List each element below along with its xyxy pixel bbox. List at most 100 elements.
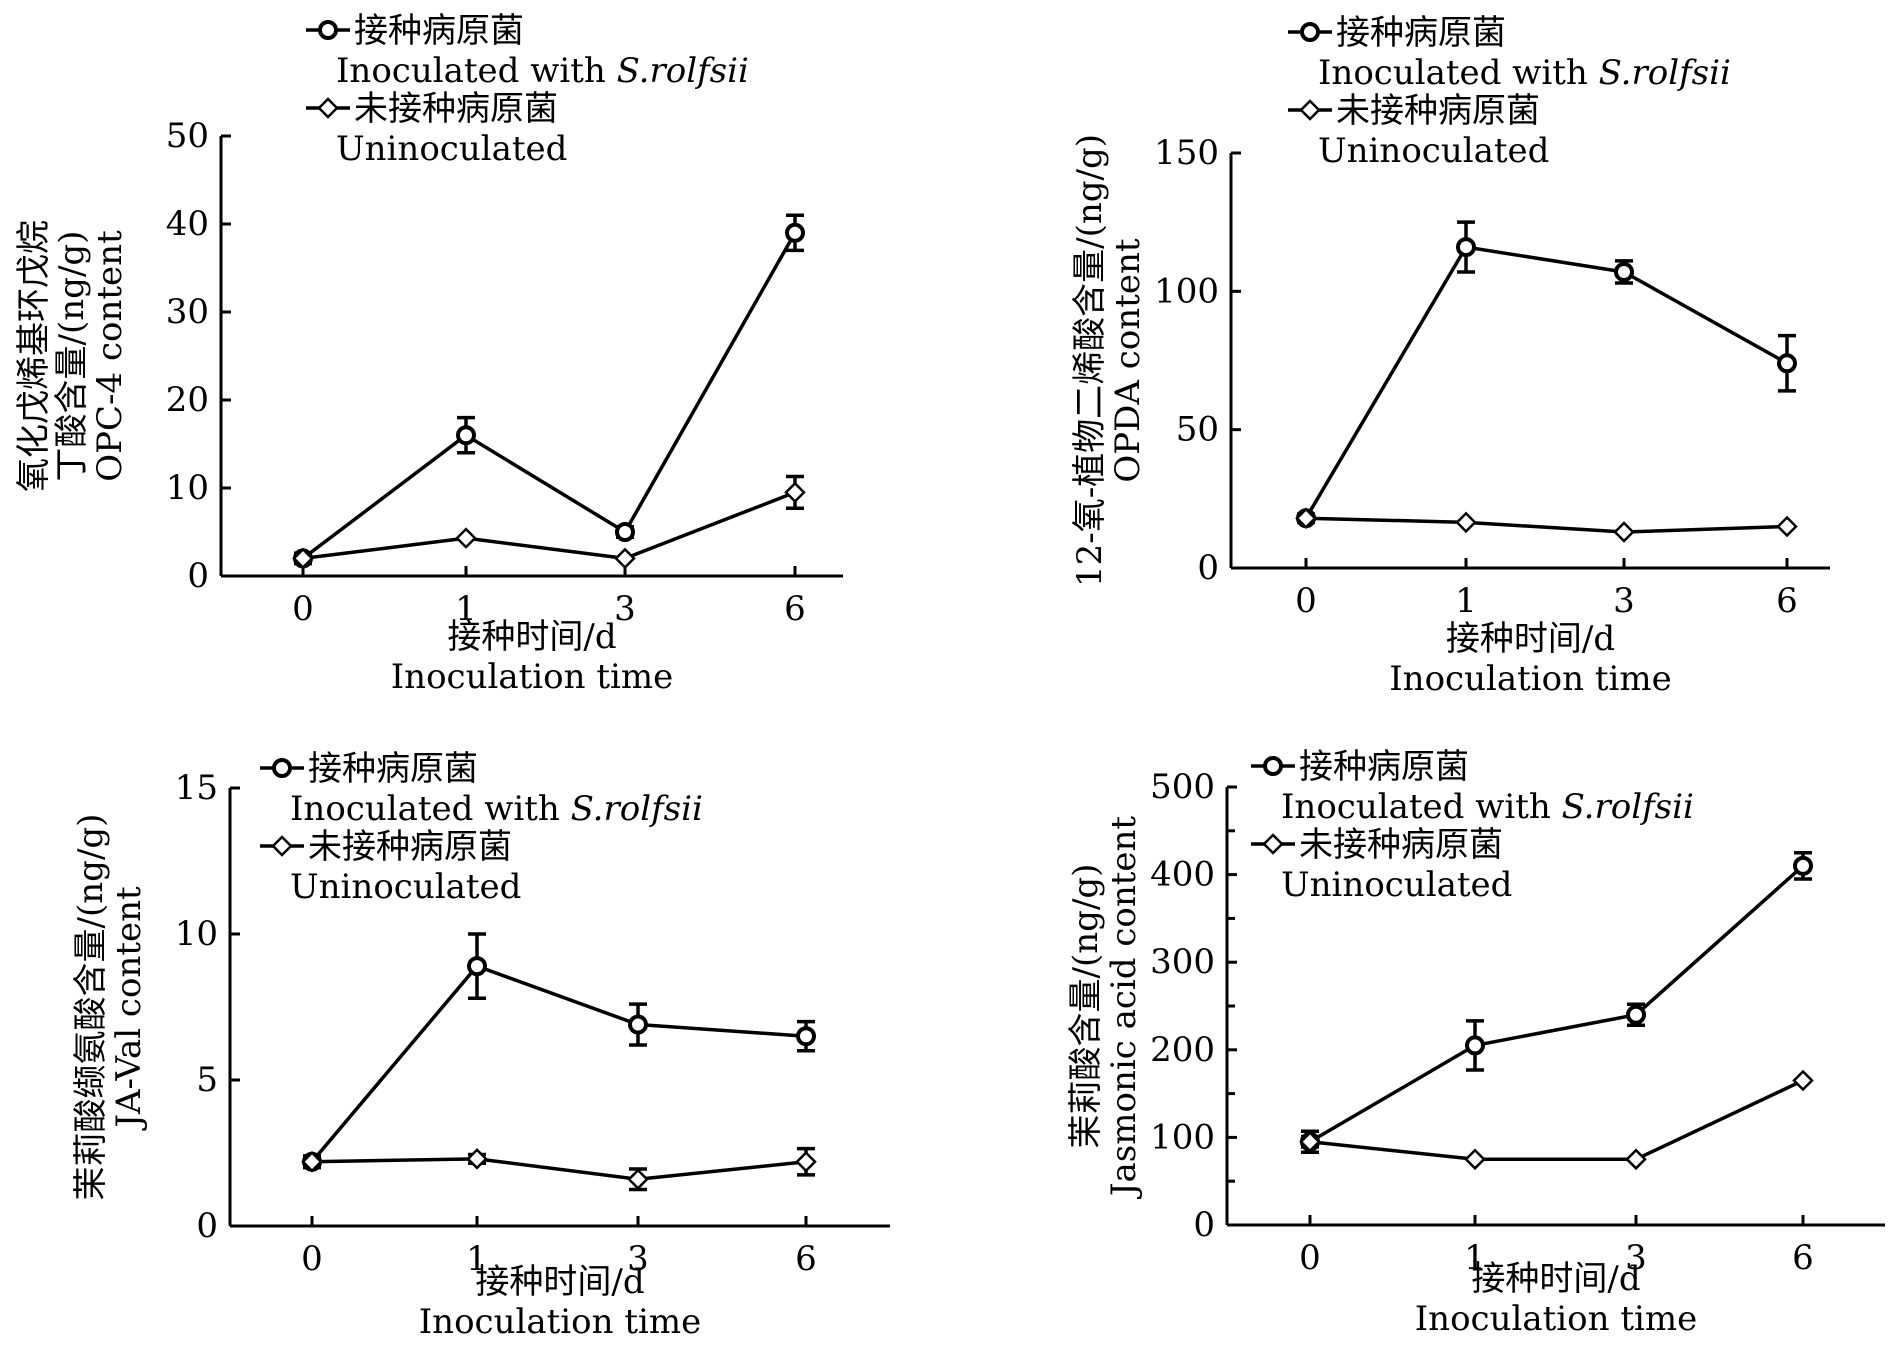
legend-diamond-marker <box>271 835 293 857</box>
legend-label-en-part: Inoculated with <box>1281 787 1562 827</box>
data-point-circle <box>1626 1004 1646 1025</box>
legend-label-en: Inoculated with S.rolfsii <box>1318 53 1731 93</box>
y-axis-label-line: 丁酸含量/(ng/g) <box>52 231 92 482</box>
legend-label-en-part: Inoculated with <box>1318 53 1599 93</box>
x-axis-label-cn: 接种时间/d <box>447 617 616 657</box>
data-point-circle <box>796 1026 816 1047</box>
data-point-circle <box>1465 1035 1485 1056</box>
y-tick-label: 0 <box>187 556 209 596</box>
data-point-circle <box>1456 237 1476 258</box>
x-axis-label-en: Inoculation time <box>419 1302 702 1342</box>
y-tick-label: 50 <box>1176 410 1219 450</box>
data-point-circle <box>1777 353 1797 374</box>
x-tick-label: 1 <box>1464 1238 1486 1278</box>
legend-label-cn: 接种病原菌 <box>354 11 524 51</box>
x-axis-label-en: Inoculation time <box>1389 659 1672 699</box>
x-tick-label: 6 <box>1776 581 1798 621</box>
legend-diamond-marker <box>317 97 339 119</box>
x-tick-label: 6 <box>1792 1238 1814 1278</box>
x-tick-label: 1 <box>1455 581 1477 621</box>
data-point-diamond <box>795 1150 817 1173</box>
x-tick-label: 3 <box>1613 581 1635 621</box>
data-point-circle <box>456 425 476 446</box>
series-line-diamond <box>1309 1078 1804 1162</box>
legend-label-cn: 未接种病原菌 <box>308 827 512 867</box>
y-axis-label-line: JA-Val content <box>109 886 149 1131</box>
data-point-circle <box>628 1014 648 1035</box>
legend-label-cn: 接种病原菌 <box>308 749 478 789</box>
legend-label-cn: 接种病原菌 <box>1336 13 1506 53</box>
legend-diamond-marker <box>1262 833 1284 855</box>
y-axis-label-line: Jasmonic acid content <box>1104 816 1144 1200</box>
x-axis-label-cn: 接种时间/d <box>1446 619 1615 659</box>
series-line-circle <box>301 231 797 560</box>
data-point-circle <box>615 522 635 542</box>
y-tick-label: 100 <box>1150 1117 1215 1157</box>
legend-label-en-part: Inoculated with <box>290 789 571 829</box>
y-tick-label: 200 <box>1150 1030 1215 1070</box>
data-point-diamond <box>1299 1131 1321 1153</box>
y-tick-label: 5 <box>196 1060 218 1100</box>
series-line-circle <box>1304 245 1788 520</box>
data-point-diamond <box>292 547 314 570</box>
x-tick-label: 3 <box>1625 1238 1647 1278</box>
legend-label-cn: 未接种病原菌 <box>1299 825 1503 865</box>
legend-label-en: Inoculated with S.rolfsii <box>290 789 703 829</box>
legend-circle-marker <box>1300 22 1320 42</box>
y-axis-label-line: OPDA content <box>1108 238 1148 482</box>
y-tick-label: 300 <box>1150 942 1215 982</box>
legend-label-en: Uninoculated <box>290 867 521 907</box>
data-point-diamond <box>1625 1148 1647 1171</box>
x-tick-label: 3 <box>614 589 636 629</box>
data-point-circle <box>1793 855 1813 876</box>
y-tick-label: 10 <box>175 914 218 954</box>
y-tick-label: 100 <box>1154 271 1219 311</box>
y-axis-label-line: 氧化戊烯基环戊烷 <box>14 220 54 492</box>
data-point-diamond <box>1455 511 1477 534</box>
x-axis-label-en: Inoculation time <box>1415 1299 1698 1339</box>
x-tick-label: 1 <box>466 1239 488 1279</box>
x-tick-label: 0 <box>292 589 314 629</box>
y-axis-label-line: 12-氧-植物二烯酸含量/(ng/g) <box>1070 134 1110 587</box>
x-tick-label: 0 <box>1299 1238 1321 1278</box>
data-point-diamond <box>466 1148 488 1170</box>
legend-label-cn: 接种病原菌 <box>1299 747 1469 787</box>
y-axis-label-line: 茉莉酸缬氨酸含量/(ng/g) <box>71 814 111 1201</box>
legend-circle-marker <box>272 758 292 778</box>
y-tick-label: 150 <box>1154 133 1219 173</box>
x-tick-label: 0 <box>1295 581 1317 621</box>
x-axis-label-en: Inoculation time <box>391 657 674 697</box>
data-point-diamond <box>1792 1069 1814 1092</box>
data-point-diamond <box>627 1168 649 1191</box>
x-axis-label-cn: 接种时间/d <box>475 1262 644 1302</box>
legend-label-species: S.rolfsii <box>617 51 749 91</box>
y-tick-label: 400 <box>1150 855 1215 895</box>
legend-label-cn: 未接种病原菌 <box>354 89 558 129</box>
x-axis-label-cn: 接种时间/d <box>1471 1259 1640 1299</box>
data-point-diamond <box>1613 521 1635 543</box>
legend-label-en: Uninoculated <box>336 129 567 169</box>
series-line-diamond <box>302 490 796 561</box>
data-point-diamond <box>455 527 477 549</box>
y-tick-label: 50 <box>166 116 209 156</box>
x-tick-label: 3 <box>627 1239 649 1279</box>
legend-label-cn: 未接种病原菌 <box>1336 91 1540 131</box>
legend-label-en-part: Inoculated with <box>336 51 617 91</box>
legend-label-en: Inoculated with S.rolfsii <box>1281 787 1694 827</box>
legend-label-en: Uninoculated <box>1318 131 1549 171</box>
data-point-diamond <box>1464 1148 1486 1171</box>
legend-label-species: S.rolfsii <box>1562 787 1694 827</box>
data-point-diamond <box>301 1150 323 1173</box>
data-point-circle <box>467 956 487 977</box>
data-point-diamond <box>784 481 806 504</box>
series-line-diamond <box>1305 516 1788 534</box>
legend-label-en: Uninoculated <box>1281 865 1512 905</box>
y-tick-label: 500 <box>1150 767 1215 807</box>
